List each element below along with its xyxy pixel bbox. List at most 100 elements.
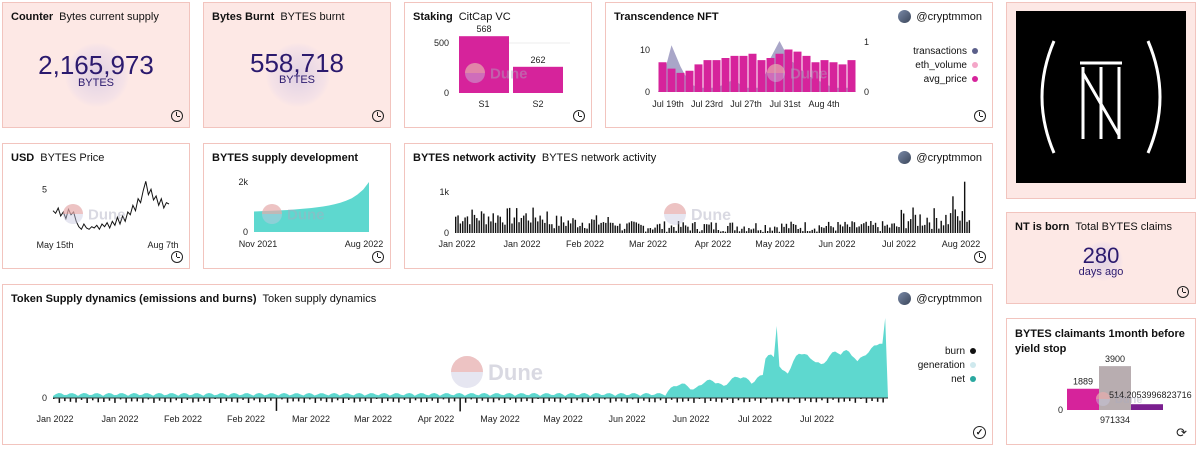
bar (593, 219, 595, 233)
logo-card (1006, 2, 1196, 199)
dune-watermark: Dune (691, 207, 731, 224)
avatar (898, 10, 912, 23)
bar (703, 224, 706, 233)
bar (731, 222, 734, 233)
x-tick-label: Jul 31st (769, 99, 801, 109)
bar (938, 228, 940, 233)
clock-icon[interactable] (372, 251, 384, 263)
legend-item[interactable]: avg_price (913, 73, 978, 87)
bar (497, 215, 499, 233)
burn-bar (882, 398, 884, 403)
x-tick-label: Jan 2022 (503, 239, 540, 249)
data-label: 262 (530, 55, 545, 65)
burn-bar (748, 398, 751, 402)
watermark-halo (65, 43, 129, 107)
counter-unit: BYTES (278, 74, 316, 86)
clock-icon[interactable] (1177, 286, 1189, 298)
burn-bar (97, 398, 99, 403)
counter-value: 2,165,973 (38, 50, 154, 80)
bar (769, 227, 771, 233)
bar (677, 221, 680, 233)
dune-watermark: Dune (1115, 394, 1143, 406)
burn-bar (426, 398, 428, 402)
bar (781, 223, 783, 233)
bar (748, 53, 757, 92)
supply-area (254, 182, 369, 232)
burn-bar (871, 398, 873, 401)
dune-logo-icon (465, 63, 485, 73)
burn-bar (303, 398, 305, 403)
burn-bar (437, 398, 439, 403)
legend-item[interactable]: generation (918, 359, 976, 373)
dune-logo-icon (262, 204, 282, 214)
y-tick-label: 0 (1058, 405, 1063, 415)
burn-bar (69, 398, 72, 402)
check-icon[interactable]: ✓ (973, 426, 986, 439)
refresh-icon[interactable]: ⟳ (1176, 425, 1187, 440)
bar (455, 216, 457, 233)
clock-icon[interactable] (372, 110, 384, 122)
bar (667, 68, 676, 92)
y-tick-label: 0 (243, 227, 248, 237)
bar (1131, 404, 1163, 410)
bar (879, 231, 881, 233)
legend-item[interactable]: transactions (913, 45, 978, 59)
bar (492, 213, 494, 233)
bar (860, 224, 863, 233)
clock-icon[interactable] (974, 110, 986, 122)
clock-icon[interactable] (171, 251, 183, 263)
bar (652, 229, 654, 233)
bar (872, 224, 874, 233)
x-tick-label: Mar 2022 (354, 414, 392, 424)
x-tick-label: Jul 2022 (800, 414, 834, 424)
card-title: BYTES network activity BYTES network acti… (413, 152, 657, 164)
burn-bar (832, 398, 834, 400)
bar (565, 225, 567, 233)
burn-bar (782, 398, 784, 402)
bar (849, 226, 851, 233)
burn-bar (420, 398, 422, 403)
clock-icon[interactable] (171, 110, 183, 122)
y-tick-label: 10 (640, 45, 650, 55)
legend-item[interactable]: eth_volume (913, 59, 978, 73)
burn-bar (542, 398, 545, 403)
bar (721, 58, 730, 92)
legend-item[interactable]: burn (918, 345, 976, 359)
bar (933, 208, 935, 233)
bar (504, 224, 506, 233)
clock-icon[interactable] (974, 251, 986, 263)
author-tag[interactable]: @cryptmmon (898, 292, 982, 305)
bar (487, 216, 490, 233)
burn-bar (253, 398, 255, 401)
bar (551, 224, 553, 233)
usd-price-card: USD BYTES Price 5 May 15th Aug 7th Dune (2, 143, 190, 269)
burn-bar (721, 398, 723, 403)
bar (658, 62, 667, 92)
author-tag[interactable]: @cryptmmon (898, 10, 982, 23)
dune-logo-icon (451, 356, 483, 372)
y-tick-label: 1k (439, 187, 449, 197)
bar (562, 222, 565, 233)
burn-bar (336, 398, 339, 401)
burn-bar (286, 398, 289, 403)
legend-item[interactable]: net (918, 373, 976, 387)
burn-bar (247, 398, 250, 403)
bar (490, 221, 492, 233)
staking-card: Staking CitCap VC 500 0 568 S1 262 S2 Dune (404, 2, 592, 128)
clock-icon[interactable] (573, 110, 585, 122)
author-tag[interactable]: @cryptmmon (898, 151, 982, 164)
bar (888, 227, 891, 233)
bar (730, 55, 739, 92)
bar (919, 214, 921, 233)
bar (666, 231, 668, 233)
x-tick-label: Mar 2022 (292, 414, 330, 424)
y-tick-label: 0 (444, 88, 449, 98)
bar (494, 222, 497, 233)
bar (473, 214, 476, 233)
bar (891, 223, 893, 233)
burn-bar (492, 398, 495, 403)
burn-bar (297, 398, 300, 402)
burn-bar (631, 398, 634, 400)
